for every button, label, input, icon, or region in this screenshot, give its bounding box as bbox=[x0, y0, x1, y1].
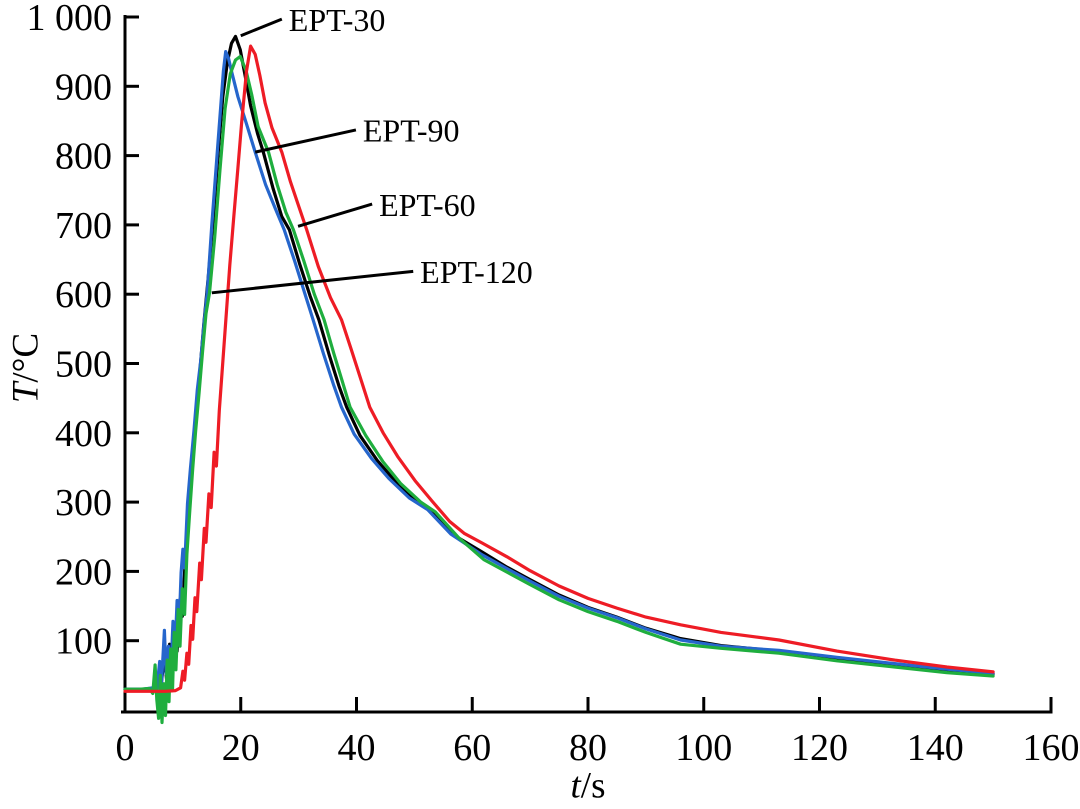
y-tick-label: 900 bbox=[55, 66, 112, 108]
annotation-line-EPT-60 bbox=[297, 202, 373, 228]
series-line-EPT-30 bbox=[123, 34, 995, 691]
x-tick-label: 160 bbox=[1023, 727, 1080, 769]
x-tick-label: 140 bbox=[907, 727, 964, 769]
x-axis-title: t/s bbox=[571, 768, 606, 805]
annotation-label-EPT-90: EPT-90 bbox=[363, 113, 460, 149]
y-tick-label: 300 bbox=[55, 482, 112, 524]
x-tick-label: 60 bbox=[453, 727, 491, 769]
x-tick-label: 0 bbox=[116, 727, 135, 769]
annotation-label-EPT-120: EPT-120 bbox=[420, 254, 533, 290]
y-tick-label: 100 bbox=[55, 621, 112, 663]
annotation-line-EPT-120 bbox=[211, 269, 414, 295]
annotation-line-EPT-30 bbox=[240, 17, 283, 38]
x-axis-unit: /s bbox=[580, 765, 606, 807]
y-tick-label: 500 bbox=[55, 344, 112, 386]
y-tick-label: 600 bbox=[55, 274, 112, 316]
y-tick-label: 200 bbox=[55, 551, 112, 593]
x-axis-variable: t bbox=[570, 765, 581, 807]
y-axis-unit: /°C bbox=[5, 332, 47, 383]
y-tick-label: 1 000 bbox=[27, 0, 113, 39]
x-tick-label: 80 bbox=[569, 727, 607, 769]
x-tick-label: 120 bbox=[791, 727, 848, 769]
x-tick-label: 40 bbox=[338, 727, 376, 769]
annotation-label-EPT-60: EPT-60 bbox=[379, 187, 476, 223]
annotation-label-EPT-30: EPT-30 bbox=[289, 2, 386, 38]
x-tick-label: 100 bbox=[675, 727, 732, 769]
y-axis-title: T/°C bbox=[5, 332, 47, 404]
annotation-line-EPT-90 bbox=[254, 128, 357, 154]
y-tick-label: 700 bbox=[55, 205, 112, 247]
series-line-EPT-60 bbox=[123, 44, 995, 693]
y-axis-variable: T bbox=[5, 382, 47, 404]
y-tick-label: 400 bbox=[55, 413, 112, 455]
series-line-EPT-120 bbox=[123, 54, 995, 725]
x-tick-label: 20 bbox=[222, 727, 260, 769]
y-tick-label: 800 bbox=[55, 136, 112, 178]
